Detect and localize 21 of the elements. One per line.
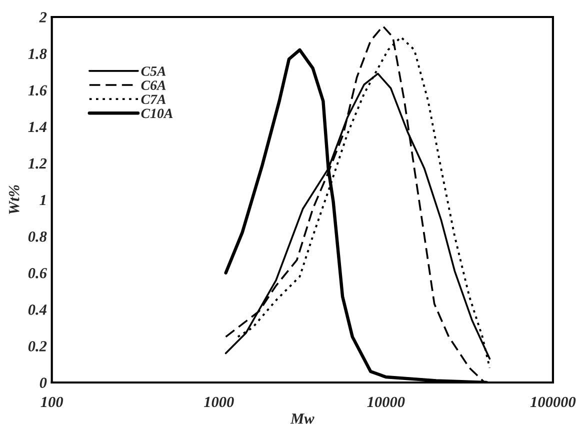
y-tick-label: 0 (40, 378, 47, 388)
legend-label: C6A (141, 80, 166, 90)
y-tick-label: 0.8 (28, 231, 47, 242)
x-tick-label: 100 (40, 396, 64, 408)
y-tick-label: 1.8 (28, 48, 47, 60)
x-tick-label: 10000 (367, 396, 405, 408)
y-axis-title: Wt% (8, 185, 20, 214)
x-axis-title: Mw (290, 414, 314, 424)
y-tick-label: 1 (40, 194, 46, 206)
legend-label: C7A (141, 94, 166, 104)
y-tick-label: 1.4 (28, 122, 47, 132)
y-tick-label: 0.6 (28, 268, 47, 278)
x-tick-label: 1000 (204, 396, 234, 408)
y-tick-label: 1.2 (28, 158, 47, 169)
y-tick-label: 0.4 (28, 304, 47, 315)
legend-label: C5A (141, 66, 166, 76)
y-tick-label: 1.6 (28, 85, 47, 96)
x-tick-label: 100000 (530, 396, 576, 408)
legend-label: C10A (141, 108, 173, 118)
y-tick-label: 2 (39, 12, 47, 22)
y-tick-label: 0.2 (28, 341, 47, 352)
